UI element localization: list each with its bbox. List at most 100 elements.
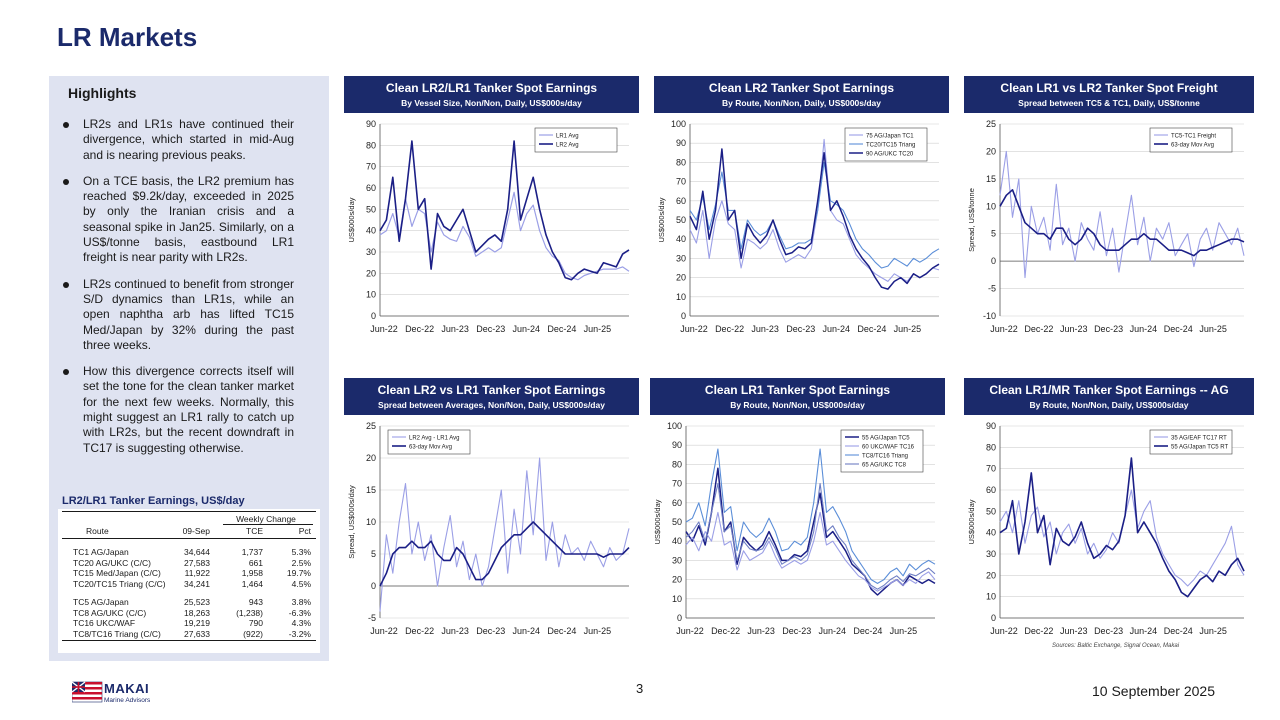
chart-header: Clean LR1/MR Tanker Spot Earnings -- AG B… — [964, 378, 1254, 415]
x-tick-label: Jun-23 — [441, 626, 469, 636]
table-cell: 661 — [248, 557, 263, 568]
y-tick-label: 30 — [672, 555, 682, 565]
chart-header: Clean LR2 Tanker Spot Earnings By Route, … — [654, 76, 949, 113]
x-tick-label: Dec-22 — [1024, 626, 1053, 636]
y-tick-label: 5 — [371, 549, 376, 559]
chart-title: Clean LR2 vs LR1 Tanker Spot Earnings — [377, 383, 606, 397]
table-cell: 25,523 — [184, 597, 210, 607]
chart-header: Clean LR2 vs LR1 Tanker Spot Earnings Spr… — [344, 378, 639, 415]
y-tick-label: 60 — [676, 196, 686, 206]
y-tick-label: 40 — [366, 226, 376, 236]
highlight-text: LR2s continued to benefit from stronger … — [83, 276, 294, 352]
y-tick-label: -10 — [983, 311, 996, 321]
y-tick-label: 50 — [986, 506, 996, 516]
legend-label: LR2 Avg - LR1 Avg — [409, 436, 459, 442]
earnings-table-title: LR2/LR1 Tanker Earnings, US$/day — [62, 495, 245, 507]
x-tick-label: Dec-23 — [782, 626, 811, 636]
chart-subtitle: Spread between TC5 & TC1, Daily, US$/ton… — [1018, 98, 1200, 108]
y-tick-label: 60 — [986, 485, 996, 495]
brand-subtitle: Marine Advisors — [104, 697, 151, 704]
y-tick-label: 70 — [366, 162, 376, 172]
y-tick-label: 25 — [986, 119, 996, 129]
table-cell: 19,219 — [184, 618, 210, 628]
x-tick-label: Jun-24 — [513, 324, 541, 334]
x-tick-label: Jun-24 — [1130, 324, 1158, 334]
table-cell: 2.5% — [291, 557, 311, 568]
x-tick-label: Dec-23 — [1094, 324, 1123, 334]
y-tick-label: 40 — [676, 234, 686, 244]
y-axis-label: US$000s/day — [967, 499, 976, 544]
chart-subtitle: By Route, Non/Non, US$000s/day — [730, 400, 865, 410]
y-tick-label: 20 — [986, 146, 996, 156]
bullet-icon — [63, 281, 69, 288]
x-tick-label: Jun-24 — [513, 626, 541, 636]
y-tick-label: 50 — [366, 204, 376, 214]
y-tick-label: 25 — [366, 421, 376, 431]
y-axis-label: US$000s/day — [657, 197, 666, 242]
x-tick-label: Jun-25 — [890, 626, 918, 636]
x-tick-label: Jun-25 — [584, 324, 612, 334]
x-tick-label: Jun-23 — [1060, 626, 1088, 636]
y-tick-label: 10 — [366, 290, 376, 300]
series-line — [999, 189, 1245, 257]
y-tick-label: 0 — [991, 256, 996, 266]
chart-title: Clean LR1/MR Tanker Spot Earnings -- AG — [989, 383, 1229, 397]
x-tick-label: Jun-25 — [1199, 626, 1227, 636]
table-cell: 5.3% — [291, 547, 311, 557]
chart-plot: -5 0 5 10 15 20 25 Jun-22 Dec-22 Jun-23 Dec-23 Jun-… — [347, 421, 630, 636]
y-tick-label: 80 — [676, 157, 686, 167]
x-tick-label: Jun-25 — [584, 626, 612, 636]
series-line — [999, 150, 1245, 279]
legend-label: LR1 Avg — [556, 134, 579, 140]
chart-plot: 0 10 20 30 40 50 60 70 80 90 100 Jun-22 Dec-22 Jun-23… — [657, 119, 940, 334]
x-tick-label: Dec-24 — [547, 626, 576, 636]
page-number: 3 — [636, 681, 644, 696]
chart-title: Clean LR2 Tanker Spot Earnings — [708, 81, 895, 95]
table-header-date: 09-Sep — [182, 526, 210, 536]
x-tick-label: Dec-23 — [476, 324, 505, 334]
y-tick-label: 60 — [672, 498, 682, 508]
y-tick-label: 0 — [371, 581, 376, 591]
legend-box — [1149, 127, 1233, 153]
y-tick-label: 80 — [366, 140, 376, 150]
x-tick-label: Jun-24 — [819, 626, 847, 636]
y-tick-label: 90 — [366, 119, 376, 129]
x-tick-label: Dec-23 — [786, 324, 815, 334]
y-tick-label: 90 — [672, 440, 682, 450]
x-tick-label: Dec-23 — [476, 626, 505, 636]
series-line — [379, 457, 630, 612]
table-cell: (922) — [243, 628, 263, 639]
y-tick-label: 100 — [671, 119, 686, 129]
table-cell: TC20 AG/UKC (C/C) — [73, 557, 151, 568]
x-tick-label: Jun-23 — [747, 626, 775, 636]
y-tick-label: 60 — [366, 183, 376, 193]
y-tick-label: 40 — [672, 536, 682, 546]
series-line — [999, 457, 1245, 598]
table-cell: 1,737 — [241, 547, 263, 557]
table-cell: -6.3% — [288, 607, 311, 618]
x-tick-label: Dec-24 — [547, 324, 576, 334]
table-cell: 1,958 — [241, 568, 263, 578]
table-cell: TC1 AG/Japan — [73, 547, 129, 557]
x-tick-label: Jun-25 — [1199, 324, 1227, 334]
x-tick-label: Dec-24 — [1164, 324, 1193, 334]
chart-title: Clean LR1 vs LR2 Tanker Spot Freight — [1000, 81, 1218, 95]
page-title: LR Markets — [57, 22, 198, 52]
table-cell: 27,583 — [184, 557, 210, 568]
x-tick-label: Dec-22 — [405, 324, 434, 334]
y-tick-label: 30 — [986, 549, 996, 559]
table-cell: 790 — [248, 618, 263, 628]
table-cell: TC5 AG/Japan — [73, 597, 129, 607]
table-header-pct: Pct — [298, 526, 311, 536]
earnings-table: Weekly Change Route 09-Sep TCE Pct TC1 AG/Jap… — [58, 509, 320, 653]
y-tick-label: 20 — [672, 575, 682, 585]
y-tick-label: 15 — [986, 174, 996, 184]
y-tick-label: 70 — [986, 464, 996, 474]
table-header-route: Route — [86, 526, 109, 536]
y-tick-label: 100 — [667, 421, 682, 431]
y-tick-label: 20 — [366, 453, 376, 463]
highlight-bullet: LR2s continued to benefit from stronger … — [56, 277, 294, 353]
legend-label: 90 AG/UKC TC20 — [866, 152, 914, 158]
chart-lr2-route-earnings: Clean LR2 Tanker Spot Earnings By Route, … — [654, 76, 949, 338]
flag-icon — [72, 681, 103, 703]
